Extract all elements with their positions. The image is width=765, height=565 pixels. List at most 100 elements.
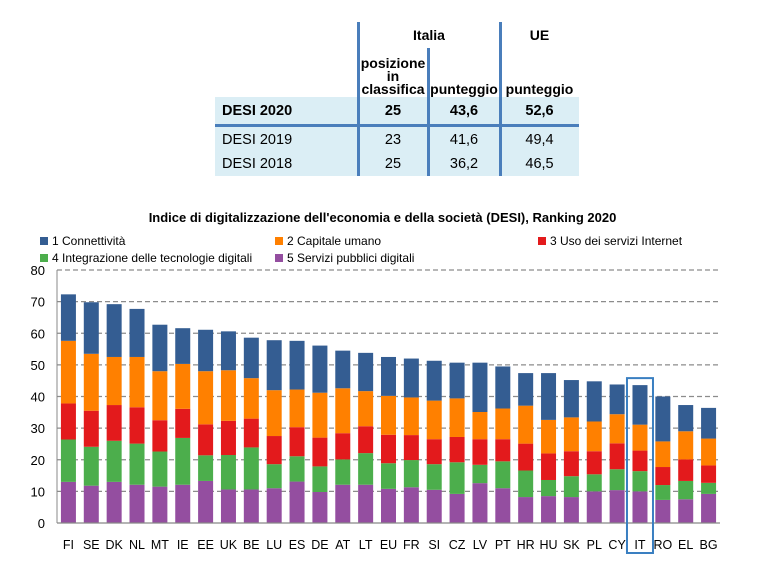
bar-segment xyxy=(472,362,488,412)
x-tick-label: ES xyxy=(289,538,306,552)
x-tick-label: FI xyxy=(63,538,74,552)
row-highlight-bg xyxy=(215,97,579,124)
bar-segment xyxy=(60,340,76,404)
legend-swatch-icon xyxy=(275,254,283,262)
bar-segment xyxy=(266,340,282,391)
y-tick-label: 0 xyxy=(38,516,45,531)
legend-label: 5 Servizi pubblici digitali xyxy=(287,251,415,265)
x-tick-label: FR xyxy=(403,538,420,552)
bar-segment xyxy=(609,414,625,444)
x-tick-label: IT xyxy=(634,538,645,552)
bar-segment xyxy=(60,403,76,440)
bar-segment xyxy=(243,378,259,419)
bar-segment xyxy=(60,294,76,341)
x-tick-label: EE xyxy=(197,538,214,552)
bar-segment xyxy=(312,392,328,438)
header-ue: UE xyxy=(529,27,550,43)
bar-segment xyxy=(106,304,122,357)
bar-segment xyxy=(655,485,671,500)
bar-segment xyxy=(655,499,671,523)
bar-segment xyxy=(289,427,305,457)
x-tick-label: EL xyxy=(678,538,693,552)
bar-segment xyxy=(381,488,396,523)
row-position: 25 xyxy=(384,102,402,119)
bar-segment xyxy=(403,435,419,461)
bar-segment xyxy=(335,484,351,523)
bar-segment xyxy=(678,431,694,460)
legend-label: 2 Capitale umano xyxy=(287,234,382,248)
bar-segment xyxy=(449,436,465,463)
row-label: DESI 2018 xyxy=(222,156,293,172)
bar-segment xyxy=(632,491,648,523)
legend-item: 3 Uso dei servizi Internet xyxy=(538,234,682,248)
bar-segment xyxy=(472,439,488,465)
bar-segment xyxy=(266,464,282,489)
legend-swatch-icon xyxy=(40,254,48,262)
bar-segment xyxy=(449,493,465,523)
bar-segment xyxy=(152,371,168,421)
bar-segment xyxy=(655,441,671,468)
bar-segment xyxy=(381,463,396,489)
x-tick-label: IE xyxy=(177,538,189,552)
row-bg xyxy=(215,127,579,176)
bar-segment xyxy=(312,492,328,523)
bar-segment xyxy=(266,390,282,437)
bar-segment xyxy=(175,408,191,438)
bar-segment xyxy=(243,447,259,490)
bar-segment xyxy=(472,411,488,440)
bar-segment xyxy=(403,460,419,488)
x-tick-label: SK xyxy=(563,538,580,552)
table-separator xyxy=(215,124,579,127)
bar-segment xyxy=(449,462,465,494)
bar-segment xyxy=(358,426,374,454)
bar-segment xyxy=(129,443,145,485)
header-italia: Italia xyxy=(413,27,445,43)
bar-segment xyxy=(563,417,579,452)
x-tick-label: UK xyxy=(220,538,238,552)
x-tick-label: AT xyxy=(335,538,350,552)
bar-segment xyxy=(701,407,717,439)
y-tick-label: 70 xyxy=(31,295,45,310)
bar-segment xyxy=(426,360,442,401)
bar-segment xyxy=(609,469,625,491)
bar-segment xyxy=(609,443,625,470)
bar-segment xyxy=(381,356,396,396)
bar-segment xyxy=(678,459,694,481)
row-position: 25 xyxy=(384,156,402,172)
bar-segment xyxy=(518,470,534,498)
bar-segment xyxy=(632,424,648,451)
bar-segment xyxy=(495,461,511,489)
bar-segment xyxy=(426,464,442,490)
bar-segment xyxy=(472,483,488,523)
x-tick-label: RO xyxy=(653,538,672,552)
y-tick-label: 30 xyxy=(31,421,45,436)
bar-segment xyxy=(541,479,557,497)
bar-segment xyxy=(495,408,511,440)
bar-segment xyxy=(106,481,122,523)
bar-segment xyxy=(518,373,534,406)
chart-title: Indice di digitalizzazione dell'economia… xyxy=(148,210,617,225)
bar-segment xyxy=(632,471,648,492)
legend-label: 1 Connettività xyxy=(52,234,126,248)
table-divider xyxy=(357,22,360,176)
bar-segment xyxy=(678,480,694,500)
bar-segment xyxy=(243,418,259,448)
bar-segment xyxy=(152,324,168,372)
header-position: posizione in classifica xyxy=(358,48,428,96)
row-position: 23 xyxy=(384,132,402,148)
header-position-line: posizione xyxy=(360,55,426,71)
x-tick-label: DE xyxy=(311,538,328,552)
header-score-ue: punteggio xyxy=(505,81,574,97)
axes: 0 10 20 30 40 50 60 70 80 FI SE DK NL MT IE EE UK BE LU ES D… xyxy=(31,263,720,554)
bar-segment xyxy=(335,459,351,485)
x-tick-label: DK xyxy=(105,538,123,552)
legend-swatch-icon xyxy=(538,237,546,245)
row-label: DESI 2020 xyxy=(222,102,293,119)
bar-segment xyxy=(266,488,282,523)
bar-segment xyxy=(678,499,694,523)
bar-segment xyxy=(586,381,602,422)
bar-segment xyxy=(312,345,328,393)
bar-segment xyxy=(518,405,534,444)
bar-segment xyxy=(198,480,214,523)
